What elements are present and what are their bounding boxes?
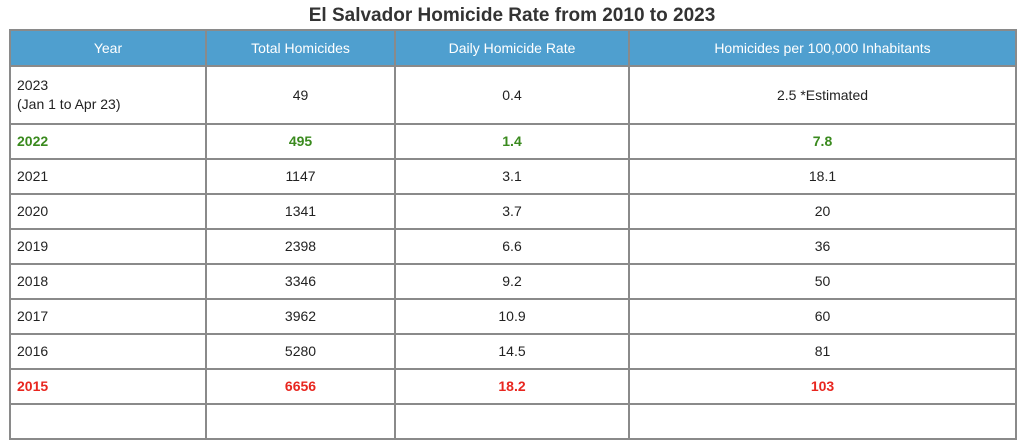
total-homicides-cell: 1147 — [205, 158, 396, 195]
daily-rate-cell — [394, 403, 630, 440]
per-100k-cell: 18.1 — [628, 158, 1017, 195]
total-homicides-cell: 6656 — [205, 368, 396, 405]
total-homicides-cell — [205, 403, 396, 440]
year-value: 2023 — [17, 77, 49, 93]
per-100k-cell: 103 — [628, 368, 1017, 405]
total-homicides-cell: 5280 — [205, 333, 396, 370]
year-cell: 2020 — [9, 193, 207, 230]
year-cell: 2016 — [9, 333, 207, 370]
daily-rate-cell: 14.5 — [394, 333, 630, 370]
column-header-year[interactable]: Year — [9, 29, 207, 67]
year-cell: 2021 — [9, 158, 207, 195]
daily-rate-cell: 3.1 — [394, 158, 630, 195]
column-header-total-homicides[interactable]: Total Homicides — [205, 29, 396, 67]
total-homicides-cell: 3346 — [205, 263, 396, 300]
year-cell — [9, 403, 207, 440]
daily-rate-cell: 0.4 — [394, 65, 630, 125]
column-header-per-100k[interactable]: Homicides per 100,000 Inhabitants — [628, 29, 1017, 67]
table-row: 2022 495 1.4 7.8 — [9, 123, 1017, 160]
table-row: 2019 2398 6.6 36 — [9, 228, 1017, 265]
daily-rate-cell: 1.4 — [394, 123, 630, 160]
per-100k-cell: 2.5 *Estimated — [628, 65, 1017, 125]
table-row: 2018 3346 9.2 50 — [9, 263, 1017, 300]
per-100k-cell: 60 — [628, 298, 1017, 335]
year-note: (Jan 1 to Apr 23) — [17, 96, 121, 112]
per-100k-cell: 50 — [628, 263, 1017, 300]
table-row: 2021 1147 3.1 18.1 — [9, 158, 1017, 195]
table-row — [9, 403, 1017, 440]
daily-rate-cell: 3.7 — [394, 193, 630, 230]
daily-rate-cell: 9.2 — [394, 263, 630, 300]
per-100k-cell — [628, 403, 1017, 440]
table-header-row: Year Total Homicides Daily Homicide Rate… — [9, 29, 1017, 67]
year-cell: 2019 — [9, 228, 207, 265]
table-row: 2015 6656 18.2 103 — [9, 368, 1017, 405]
total-homicides-cell: 49 — [205, 65, 396, 125]
daily-rate-cell: 6.6 — [394, 228, 630, 265]
year-cell: 2015 — [9, 368, 207, 405]
table-row: 2023 (Jan 1 to Apr 23) 49 0.4 2.5 *Estim… — [9, 65, 1017, 125]
table-row: 2016 5280 14.5 81 — [9, 333, 1017, 370]
year-cell: 2022 — [9, 123, 207, 160]
table-row: 2017 3962 10.9 60 — [9, 298, 1017, 335]
total-homicides-cell: 495 — [205, 123, 396, 160]
per-100k-cell: 81 — [628, 333, 1017, 370]
year-cell: 2018 — [9, 263, 207, 300]
per-100k-cell: 36 — [628, 228, 1017, 265]
total-homicides-cell: 1341 — [205, 193, 396, 230]
daily-rate-cell: 18.2 — [394, 368, 630, 405]
per-100k-cell: 7.8 — [628, 123, 1017, 160]
homicide-table: Year Total Homicides Daily Homicide Rate… — [9, 29, 1017, 440]
table-row: 2020 1341 3.7 20 — [9, 193, 1017, 230]
year-cell: 2023 (Jan 1 to Apr 23) — [9, 65, 207, 125]
per-100k-cell: 20 — [628, 193, 1017, 230]
column-header-daily-rate[interactable]: Daily Homicide Rate — [394, 29, 630, 67]
daily-rate-cell: 10.9 — [394, 298, 630, 335]
total-homicides-cell: 2398 — [205, 228, 396, 265]
year-cell: 2017 — [9, 298, 207, 335]
page-title: El Salvador Homicide Rate from 2010 to 2… — [308, 5, 716, 26]
total-homicides-cell: 3962 — [205, 298, 396, 335]
